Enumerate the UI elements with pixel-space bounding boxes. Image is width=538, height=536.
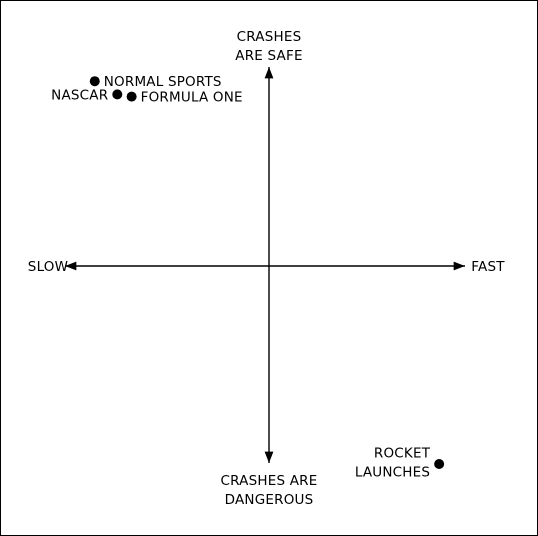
point-label-nascar: NASCAR	[51, 87, 108, 103]
y-axis-low-label-line-2: DANGEROUS	[225, 492, 314, 508]
point-label-rocket-launches-line-1: ROCKET	[374, 446, 431, 462]
x-axis-high-label: FAST	[471, 259, 505, 275]
y-axis-low-label-line-1: CRASHES ARE	[221, 473, 318, 489]
point-nascar	[112, 89, 123, 100]
point-label-formula-one: FORMULA ONE	[141, 90, 243, 106]
point-label-rocket-launches-line-2: LAUNCHES	[355, 465, 430, 481]
point-normal-sports	[89, 76, 100, 87]
y-axis-high-label-line-1: CRASHES	[237, 29, 302, 45]
point-rocket-launches	[434, 459, 445, 469]
point-formula-one	[126, 91, 137, 102]
x-axis-low-label: SLOW	[28, 259, 68, 275]
point-label-normal-sports: NORMAL SPORTS	[104, 74, 222, 90]
y-axis-high-label-line-2: ARE SAFE	[235, 48, 302, 64]
